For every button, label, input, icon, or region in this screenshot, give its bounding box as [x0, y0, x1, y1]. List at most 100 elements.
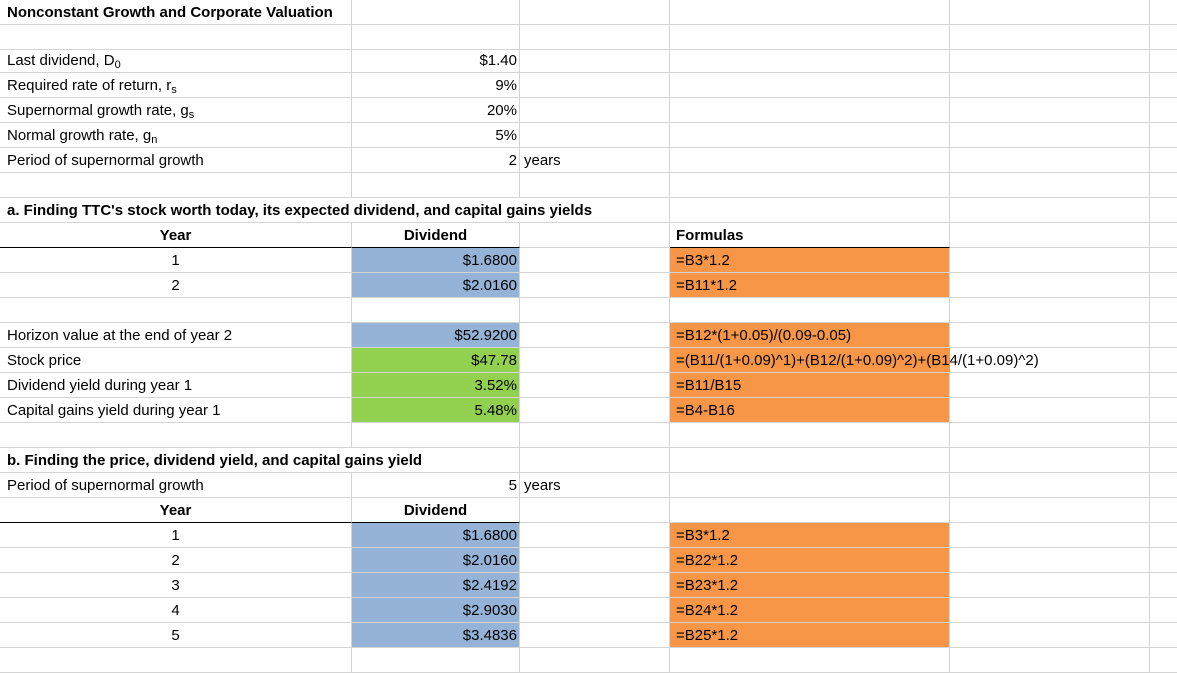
- cell-empty[interactable]: [520, 248, 670, 273]
- cell-empty[interactable]: [1150, 98, 1177, 123]
- result-label[interactable]: Horizon value at the end of year 2: [0, 323, 352, 348]
- cell-empty[interactable]: [950, 273, 1150, 298]
- cell-empty[interactable]: [670, 0, 950, 25]
- cell-empty[interactable]: [1150, 648, 1177, 673]
- sheet-title[interactable]: Nonconstant Growth and Corporate Valuati…: [0, 0, 352, 25]
- cell-empty[interactable]: [670, 25, 950, 50]
- cell-empty[interactable]: [520, 598, 670, 623]
- result-label[interactable]: Capital gains yield during year 1: [0, 398, 352, 423]
- cell-empty[interactable]: [520, 173, 670, 198]
- result-label[interactable]: Stock price: [0, 348, 352, 373]
- cell-empty[interactable]: [670, 198, 950, 223]
- cell-empty[interactable]: [950, 173, 1150, 198]
- input-value[interactable]: $1.40: [352, 48, 520, 73]
- cell-empty[interactable]: [950, 548, 1150, 573]
- cell-empty[interactable]: [520, 548, 670, 573]
- cell-empty[interactable]: [352, 423, 520, 448]
- cell-empty[interactable]: [520, 448, 670, 473]
- cell-empty[interactable]: [670, 73, 950, 98]
- cell-empty[interactable]: [1150, 573, 1177, 598]
- cell-empty[interactable]: [520, 25, 670, 50]
- cell-empty[interactable]: [670, 98, 950, 123]
- formula-cell[interactable]: =B24*1.2: [670, 598, 950, 623]
- cell-empty[interactable]: [950, 123, 1150, 148]
- cell-empty[interactable]: [0, 648, 352, 673]
- cell-empty[interactable]: [352, 448, 520, 473]
- cell-empty[interactable]: [520, 398, 670, 423]
- cell-empty[interactable]: [520, 0, 670, 25]
- header-dividend[interactable]: Dividend: [352, 498, 520, 523]
- cell-empty[interactable]: [352, 0, 520, 25]
- dividend-cell[interactable]: $3.4836: [352, 623, 520, 648]
- header-year[interactable]: Year: [0, 223, 352, 248]
- year-cell[interactable]: 2: [0, 273, 352, 298]
- cell-empty[interactable]: [520, 123, 670, 148]
- cell-empty[interactable]: [950, 148, 1150, 173]
- cell-empty[interactable]: [1150, 148, 1177, 173]
- cell-empty[interactable]: [950, 373, 1150, 398]
- cell-empty[interactable]: [520, 423, 670, 448]
- formula-cell[interactable]: =B4-B16: [670, 398, 950, 423]
- cell-empty[interactable]: [1150, 523, 1177, 548]
- cell-empty[interactable]: [1150, 248, 1177, 273]
- cell-empty[interactable]: [670, 173, 950, 198]
- cell-empty[interactable]: [950, 198, 1150, 223]
- cell-empty[interactable]: [1150, 498, 1177, 523]
- cell-empty[interactable]: [670, 648, 950, 673]
- cell-empty[interactable]: [950, 348, 1150, 373]
- cell-empty[interactable]: [1150, 323, 1177, 348]
- cell-empty[interactable]: [1150, 25, 1177, 50]
- cell-empty[interactable]: [1150, 473, 1177, 498]
- dividend-cell[interactable]: $2.4192: [352, 573, 520, 598]
- cell-empty[interactable]: [1150, 198, 1177, 223]
- cell-empty[interactable]: [950, 573, 1150, 598]
- cell-empty[interactable]: [520, 623, 670, 648]
- cell-empty[interactable]: [520, 498, 670, 523]
- cell-empty[interactable]: [1150, 548, 1177, 573]
- cell-empty[interactable]: [520, 98, 670, 123]
- cell-empty[interactable]: [1150, 398, 1177, 423]
- cell-empty[interactable]: [950, 498, 1150, 523]
- input-value[interactable]: 5%: [352, 123, 520, 148]
- cell-empty[interactable]: [352, 648, 520, 673]
- cell-empty[interactable]: [520, 48, 670, 73]
- cell-empty[interactable]: [1150, 348, 1177, 373]
- cell-empty[interactable]: [1150, 73, 1177, 98]
- cell-empty[interactable]: [670, 448, 950, 473]
- formula-cell[interactable]: =B3*1.2: [670, 523, 950, 548]
- formula-cell[interactable]: =(B11/(1+0.09)^1)+(B12/(1+0.09)^2)+(B14/…: [670, 348, 1039, 373]
- cell-empty[interactable]: [670, 423, 950, 448]
- input-value[interactable]: 20%: [352, 98, 520, 123]
- section-b-heading[interactable]: b. Finding the price, dividend yield, an…: [0, 448, 422, 473]
- cell-empty[interactable]: [950, 0, 1150, 25]
- cell-empty[interactable]: [0, 298, 352, 323]
- cell-empty[interactable]: [670, 498, 950, 523]
- cell-empty[interactable]: [670, 148, 950, 173]
- result-value[interactable]: 5.48%: [352, 398, 520, 423]
- cell-empty[interactable]: [352, 198, 520, 223]
- header-year[interactable]: Year: [0, 498, 352, 523]
- cell-empty[interactable]: [0, 25, 352, 50]
- input-unit[interactable]: years: [520, 148, 670, 173]
- formula-cell[interactable]: =B12*(1+0.05)/(0.09-0.05): [670, 323, 950, 348]
- cell-empty[interactable]: [950, 623, 1150, 648]
- input-label[interactable]: Normal growth rate, gn: [0, 123, 352, 148]
- cell-empty[interactable]: [520, 373, 670, 398]
- cell-empty[interactable]: [950, 98, 1150, 123]
- formula-cell[interactable]: =B11*1.2: [670, 273, 950, 298]
- year-cell[interactable]: 5: [0, 623, 352, 648]
- cell-empty[interactable]: [1150, 423, 1177, 448]
- cell-empty[interactable]: [670, 473, 950, 498]
- cell-empty[interactable]: [0, 173, 352, 198]
- cell-empty[interactable]: [520, 198, 670, 223]
- cell-empty[interactable]: [1150, 123, 1177, 148]
- result-value[interactable]: $47.78: [352, 348, 520, 373]
- dividend-cell[interactable]: $1.6800: [352, 523, 520, 548]
- dividend-cell[interactable]: $2.0160: [352, 273, 520, 298]
- input-value[interactable]: 9%: [352, 73, 520, 98]
- dividend-cell[interactable]: $2.9030: [352, 598, 520, 623]
- cell-empty[interactable]: [950, 648, 1150, 673]
- cell-empty[interactable]: [950, 598, 1150, 623]
- cell-empty[interactable]: [520, 348, 670, 373]
- cell-empty[interactable]: [1150, 448, 1177, 473]
